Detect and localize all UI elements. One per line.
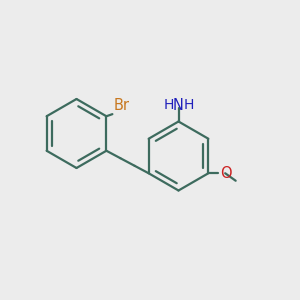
Text: O: O xyxy=(220,166,231,181)
Text: Br: Br xyxy=(114,98,130,112)
Text: H: H xyxy=(183,98,194,112)
Text: H: H xyxy=(164,98,174,112)
Text: N: N xyxy=(173,98,184,112)
